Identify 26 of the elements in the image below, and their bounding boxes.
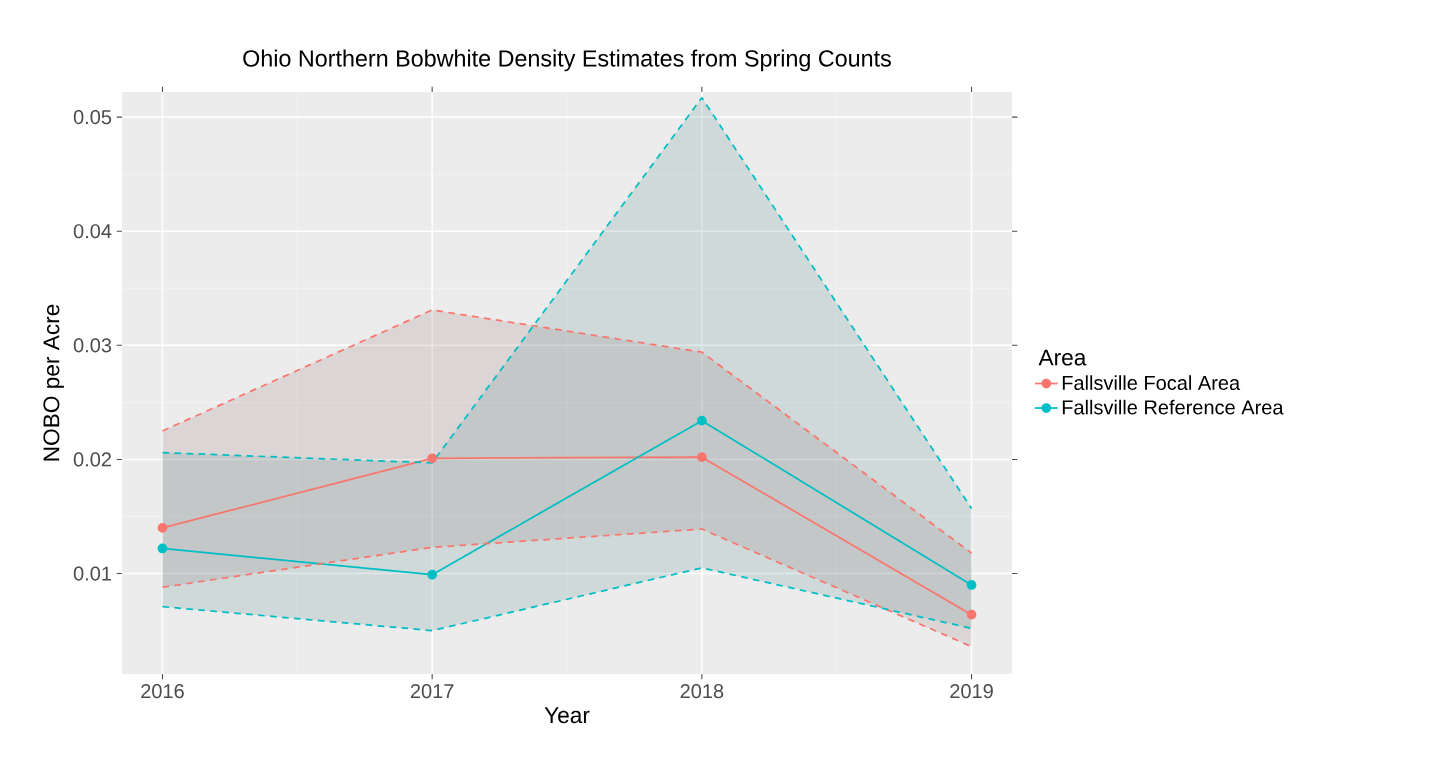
legend-label: Fallsville Focal Area bbox=[1062, 375, 1241, 390]
point bbox=[427, 569, 438, 580]
point bbox=[966, 580, 977, 590]
line-series bbox=[161, 566, 973, 632]
point bbox=[157, 523, 168, 533]
legend-label: Fallsville Reference Area bbox=[1062, 399, 1284, 415]
chart-title: Ohio Northern Bobwhite Density Estimates from Spring Counts bbox=[243, 49, 891, 72]
y-tick-label: 0.01 bbox=[73, 566, 111, 581]
x-axis-title: Year bbox=[544, 707, 590, 724]
x-tick-label: 2017 bbox=[410, 684, 454, 699]
line-series bbox=[161, 309, 973, 554]
point bbox=[966, 609, 977, 620]
x-tick-label: 2019 bbox=[950, 684, 993, 699]
point bbox=[427, 453, 438, 464]
y-tick-label: 0.02 bbox=[73, 452, 111, 467]
x-tick-label: 2018 bbox=[680, 684, 724, 699]
y-tick-label: 0.05 bbox=[73, 110, 112, 125]
legend-title: Area bbox=[1038, 349, 1087, 366]
y-tick-label: 0.04 bbox=[73, 224, 112, 239]
y-axis-title: NOBO per Acre bbox=[43, 304, 64, 461]
point bbox=[696, 452, 707, 463]
line-series bbox=[161, 96, 973, 510]
x-tick-label: 2016 bbox=[141, 684, 184, 699]
point bbox=[157, 543, 168, 554]
point bbox=[696, 415, 707, 426]
y-tick-label: 0.03 bbox=[73, 338, 112, 353]
